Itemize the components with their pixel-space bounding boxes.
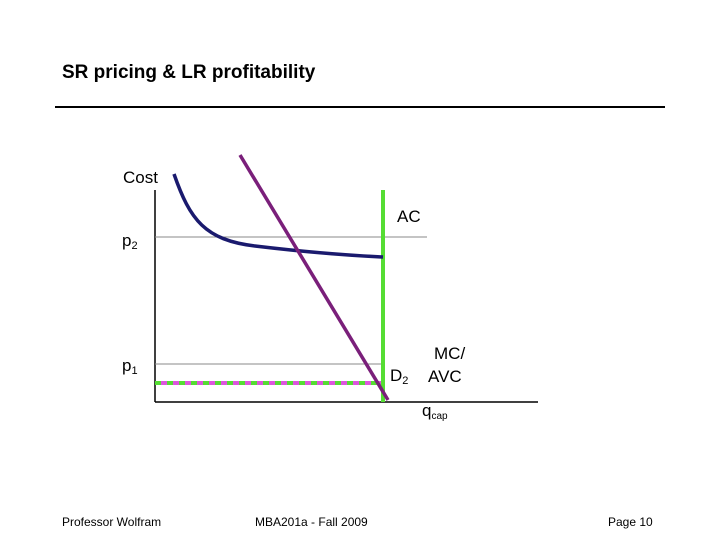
p1-label: p1 (122, 356, 138, 377)
slide-title: SR pricing & LR profitability (62, 62, 316, 83)
title-divider (55, 106, 665, 108)
demand-line (238, 154, 390, 401)
footer-presenter: Professor Wolfram (62, 515, 162, 529)
p2-label: p2 (122, 231, 138, 252)
y-axis-label: Cost (123, 168, 158, 187)
capacity-label: qcap (422, 401, 448, 422)
ac-label: AC (397, 207, 421, 226)
mc-label-line1: MC/ (434, 344, 465, 363)
footer-course: MBA201a - Fall 2009 (255, 515, 368, 529)
mc-label-line2: AVC (428, 367, 462, 386)
demand-label: D2 (390, 366, 408, 387)
ac-curve (172, 173, 384, 259)
footer-page-number: Page 10 (608, 515, 653, 529)
